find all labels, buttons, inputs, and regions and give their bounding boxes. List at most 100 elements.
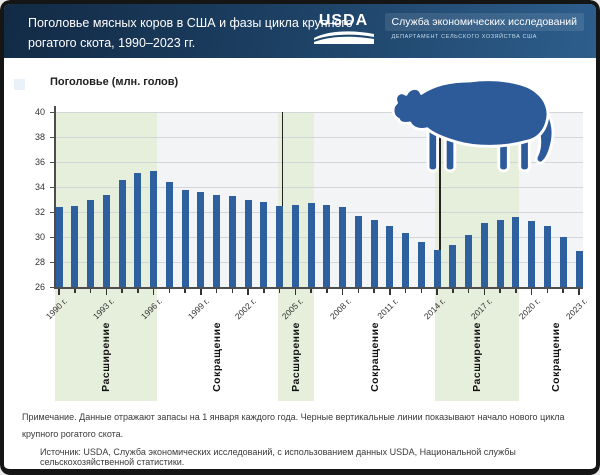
x-axis-tick	[184, 289, 186, 293]
inventory-bar	[213, 194, 221, 287]
gridline	[55, 212, 583, 213]
inventory-bar	[165, 182, 173, 287]
inventory-bar	[276, 205, 284, 287]
inventory-bar	[543, 225, 551, 287]
y-axis-tick	[50, 161, 55, 163]
x-axis-tick	[121, 289, 123, 293]
inventory-bar	[55, 207, 63, 287]
inventory-bar	[87, 199, 94, 287]
x-axis-tick	[89, 289, 92, 293]
x-axis-tick	[562, 289, 564, 293]
x-axis-tick	[294, 289, 297, 295]
inventory-bar	[528, 220, 536, 287]
inventory-bar	[402, 233, 410, 287]
y-axis-label: 26	[34, 282, 45, 292]
y-axis-label: 34	[34, 182, 45, 192]
phase-label: Расширение	[289, 322, 302, 392]
y-axis-tick	[50, 236, 55, 238]
x-axis-tick	[467, 289, 470, 293]
x-axis-tick	[137, 289, 139, 293]
inventory-bar	[181, 189, 189, 287]
inventory-bar	[71, 205, 79, 287]
legend-swatch	[14, 79, 25, 90]
x-axis-tick	[499, 289, 501, 293]
inventory-bar	[370, 219, 378, 287]
inventory-bar	[480, 223, 488, 287]
x-tick-label: 1999 г.	[185, 296, 211, 322]
x-axis-tick	[58, 289, 60, 295]
gridline	[55, 112, 583, 113]
inventory-bar	[228, 195, 236, 287]
inventory-bar	[197, 192, 205, 287]
x-axis-tick	[310, 289, 312, 293]
cow-icon	[391, 78, 555, 173]
x-axis-tick	[578, 289, 580, 295]
inventory-bar	[134, 173, 142, 287]
x-axis-tick	[326, 289, 328, 293]
x-axis-tick	[373, 289, 375, 293]
inventory-bar	[244, 199, 252, 287]
x-axis-tick	[152, 289, 155, 295]
usda-logo: USDA	[312, 13, 376, 45]
inventory-bar	[339, 207, 347, 287]
inventory-bar	[496, 219, 504, 287]
inventory-bar	[559, 237, 567, 287]
inventory-bar	[465, 234, 473, 287]
gridline	[55, 262, 583, 263]
y-axis-tick	[50, 261, 55, 263]
usda-logo-block: USDA Служба экономических исследований Д…	[312, 13, 584, 45]
x-axis-tick	[74, 289, 76, 293]
y-axis-tick	[50, 136, 55, 138]
y-axis-label: 38	[34, 132, 45, 142]
y-axis-tick	[50, 286, 55, 288]
x-axis-tick	[215, 289, 218, 293]
x-axis-tick	[389, 289, 391, 295]
x-axis-tick	[483, 289, 486, 295]
x-axis-tick	[404, 289, 407, 293]
inventory-bar	[102, 194, 110, 287]
y-axis-label: 40	[34, 107, 45, 117]
phase-label: Расширение	[471, 322, 484, 392]
y-axis-tick	[50, 211, 55, 213]
x-axis-tick	[515, 289, 517, 293]
gridline	[55, 137, 583, 138]
gridline	[55, 187, 583, 188]
inventory-bar	[307, 203, 315, 287]
x-axis-tick	[436, 289, 438, 295]
note-text: Примечание. Данные отражают запасы на 1 …	[22, 412, 565, 439]
phase-label: Расширение	[99, 322, 112, 392]
inventory-bar	[323, 204, 331, 287]
x-axis-tick	[168, 289, 171, 293]
y-axis-tick	[50, 186, 55, 188]
inventory-bar	[118, 179, 126, 287]
inventory-bar	[150, 170, 158, 287]
x-axis-tick	[200, 289, 202, 295]
x-tick-label: 2008 г.	[327, 296, 353, 322]
inventory-bar	[433, 249, 441, 287]
gridline	[55, 162, 583, 163]
cycle-start-line	[281, 112, 284, 287]
y-axis-label: 32	[34, 207, 45, 217]
x-axis-tick	[247, 289, 249, 295]
y-axis-label: 28	[34, 257, 45, 267]
department-name: ДЕПАРТАМЕНТ СЕЛЬСКОГО ХОЗЯЙСТВА США	[391, 34, 537, 40]
x-axis-tick	[420, 289, 423, 293]
x-axis-tick	[452, 289, 454, 293]
inventory-bar	[354, 215, 362, 287]
y-axis-label: 36	[34, 157, 45, 167]
x-axis-tick	[105, 289, 108, 295]
inventory-bar	[386, 225, 394, 287]
header-banner: Поголовье мясных коров в США и фазы цикл…	[4, 4, 596, 58]
source-text: Источник: USDA, Служба экономических исс…	[40, 447, 516, 467]
inventory-bar	[512, 217, 520, 287]
usda-swoosh-icon	[313, 31, 374, 44]
x-axis-tick	[530, 289, 533, 295]
x-axis-tick	[278, 289, 281, 293]
x-axis-tick	[546, 289, 549, 293]
y-axis-tick	[50, 111, 55, 113]
inventory-bar	[291, 204, 299, 287]
inventory-bar	[260, 202, 268, 287]
y-axis-line	[54, 106, 56, 287]
chart-title-line1: Поголовье мясных коров в США и фазы цикл…	[28, 16, 353, 30]
